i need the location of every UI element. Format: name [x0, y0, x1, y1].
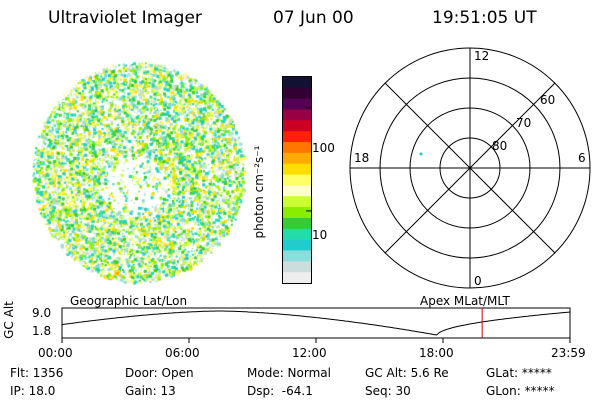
timeline-ytick-bottom: 1.8	[32, 324, 52, 338]
timeline-xtick-0000: 00:00	[38, 346, 73, 360]
info-ip: IP: 18.0	[10, 384, 56, 398]
info-glat: GLat: *****	[486, 366, 552, 380]
timeline-x-ticks	[61, 338, 571, 343]
colorbar-segment	[283, 207, 311, 219]
timeline-right-title: Apex MLat/MLT	[420, 294, 510, 308]
mlt-label-6: 6	[578, 151, 586, 165]
lat-label-70: 70	[516, 116, 531, 130]
info-glon: GLon: *****	[486, 384, 555, 398]
time-label: 19:51:05 UT	[432, 8, 537, 28]
colorbar-segment	[283, 272, 311, 284]
lat-label-80: 80	[492, 139, 507, 153]
altitude-curve	[61, 310, 571, 336]
colorbar-segment	[283, 217, 311, 230]
colorbar-segment	[283, 185, 311, 197]
colorbar-segment	[283, 228, 311, 241]
instrument-title: Ultraviolet Imager	[48, 8, 202, 28]
info-door: Door: Open	[125, 366, 194, 380]
colorbar-frame	[282, 76, 312, 284]
timeline-frame	[61, 307, 571, 339]
colorbar-segment	[283, 120, 311, 132]
colorbar-tick-100: 100	[312, 141, 335, 155]
mlt-spoke	[384, 167, 471, 254]
lat-label-60: 60	[540, 93, 555, 107]
timeline-xtick-1200: 12:00	[292, 346, 327, 360]
timeline-ytick-top: 9.0	[32, 306, 52, 320]
colorbar-segment	[283, 174, 311, 186]
info-dsp: Dsp: -64.1	[247, 384, 313, 398]
colorbar-segment	[283, 196, 311, 208]
colorbar-segment	[283, 142, 311, 154]
colorbar-segment	[283, 261, 311, 273]
info-gain: Gain: 13	[125, 384, 176, 398]
colorbar-segment	[283, 109, 311, 121]
info-gcalt: GC Alt: 5.6 Re	[365, 366, 449, 380]
mlt-spoke	[469, 82, 556, 169]
info-flt: Flt: 1356	[10, 366, 64, 380]
mlt-label-0: 0	[474, 274, 482, 288]
colorbar-segment	[283, 98, 311, 111]
colorbar-segment	[283, 131, 311, 143]
polar-plot: 12 0 18 6 80 70 60	[349, 47, 591, 289]
timeline-plot	[61, 307, 571, 343]
color-bar	[282, 76, 312, 284]
info-mode: Mode: Normal	[247, 366, 331, 380]
mlt-spoke	[384, 82, 471, 169]
timeline-xtick-2359: 23:59	[551, 346, 586, 360]
timeline-left-title: Geographic Lat/Lon	[70, 294, 188, 308]
mlt-spoke	[469, 167, 556, 254]
polar-data-point	[419, 152, 423, 156]
timeline-xtick-1800: 18:00	[419, 346, 454, 360]
colorbar-segment	[283, 77, 311, 89]
colorbar-segment	[283, 87, 311, 100]
colorbar-tick-10: 10	[312, 228, 328, 242]
polar-grid	[349, 47, 591, 289]
colorbar-segment	[283, 152, 311, 165]
colorbar-segment	[283, 239, 311, 251]
colorbar-segment	[283, 163, 311, 176]
uv-image-disk	[28, 60, 248, 288]
timeline-xtick-0600: 06:00	[165, 346, 200, 360]
info-seq: Seq: 30	[365, 384, 411, 398]
colorbar-segment	[283, 250, 311, 262]
date-label: 07 Jun 00	[273, 8, 354, 28]
colorbar-unit-label: photon cm⁻²s⁻¹	[252, 145, 266, 239]
mlt-label-12: 12	[474, 49, 489, 63]
mlt-label-18: 18	[354, 151, 369, 165]
